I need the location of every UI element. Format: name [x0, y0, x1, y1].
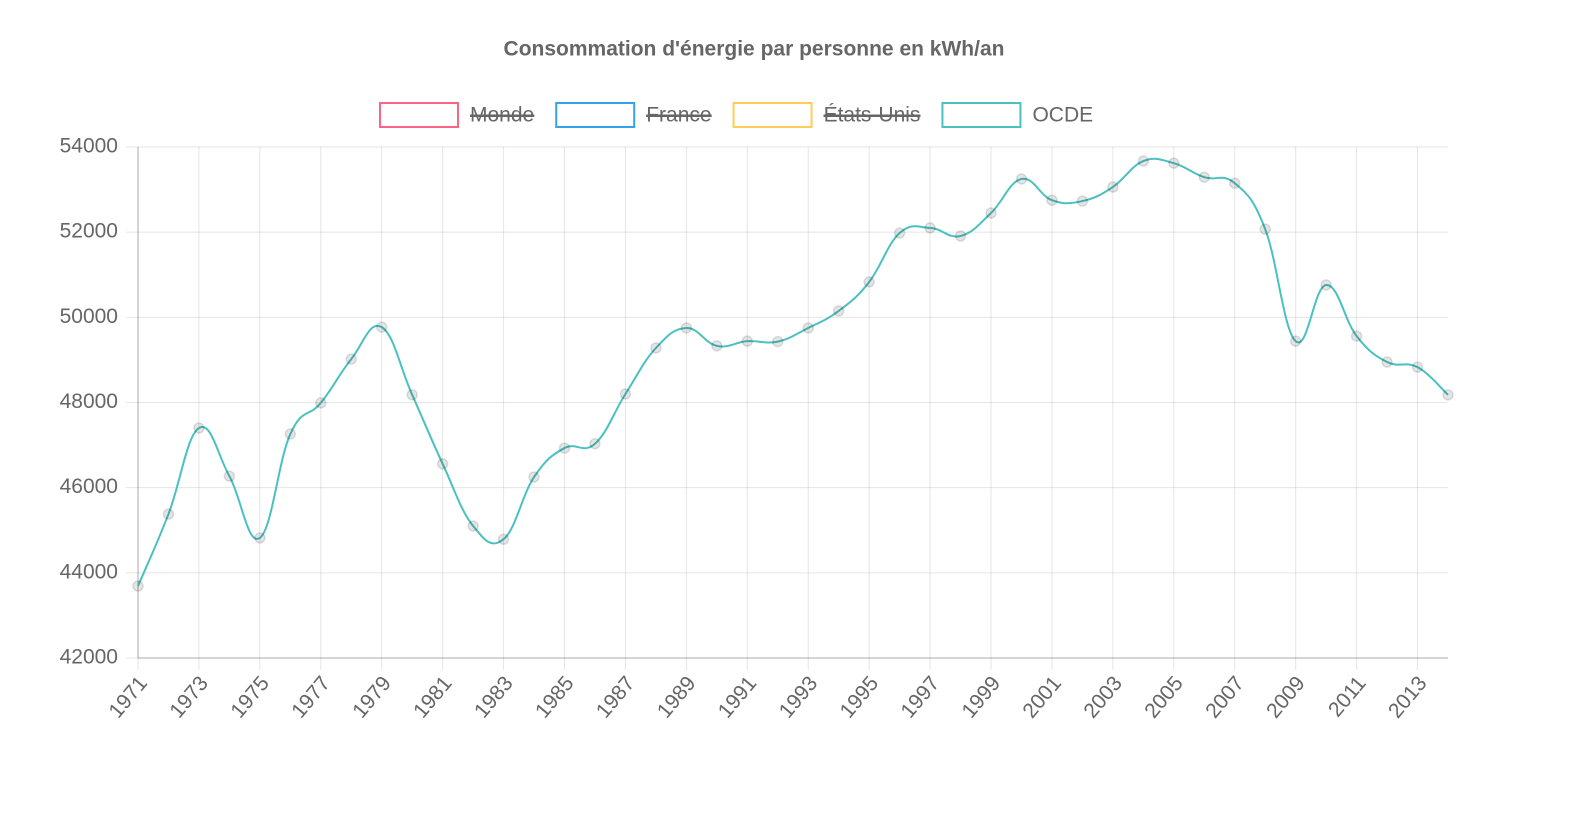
- point: [315, 397, 327, 409]
- point: [650, 342, 662, 354]
- x-tick-label: 1971: [104, 672, 152, 723]
- point: [375, 321, 388, 333]
- point: [193, 422, 205, 434]
- point: [1259, 223, 1271, 235]
- x-tick-label: 1997: [897, 672, 945, 723]
- point: [1350, 330, 1363, 342]
- x-tick-label: 2007: [1201, 672, 1249, 723]
- x-tick-label: 1999: [957, 672, 1005, 723]
- y-tick-label: 52000: [60, 220, 118, 243]
- legend-label: OCDE: [1032, 104, 1093, 127]
- point: [254, 532, 266, 544]
- point: [1411, 361, 1424, 373]
- y-tick-label: 42000: [60, 646, 118, 669]
- x-tick-label: 2005: [1140, 672, 1188, 723]
- x-tick-label: 1977: [287, 672, 335, 723]
- legend-swatch: [379, 102, 459, 128]
- point: [1137, 155, 1150, 167]
- point: [1198, 171, 1211, 183]
- point: [954, 230, 967, 242]
- point: [1107, 181, 1119, 193]
- chart-title: Consommation d'énergie par personne en k…: [504, 38, 1005, 61]
- point: [802, 322, 814, 334]
- point: [1168, 157, 1180, 169]
- point: [772, 335, 784, 348]
- point: [711, 340, 723, 352]
- point: [436, 458, 449, 470]
- point: [406, 389, 418, 401]
- point: [619, 388, 632, 400]
- x-tick-label: 1975: [226, 672, 274, 723]
- point: [345, 353, 358, 365]
- x-tick-label: 1995: [836, 672, 884, 723]
- point: [985, 207, 997, 219]
- point: [467, 520, 479, 532]
- legend-swatch: [941, 102, 1022, 128]
- x-tick-label: 1981: [409, 672, 457, 723]
- x-tick-label: 1989: [653, 672, 701, 723]
- x-tick-label: 1993: [775, 672, 823, 723]
- line: [137, 157, 1449, 587]
- y-tick-label: 44000: [60, 560, 118, 583]
- x-tick-label: 2011: [1324, 672, 1371, 721]
- point: [741, 335, 754, 347]
- point: [1320, 279, 1332, 291]
- point: [1015, 173, 1028, 185]
- x-tick-label: 1983: [470, 672, 518, 723]
- x-tick-label: 1991: [714, 672, 762, 723]
- point: [1228, 177, 1241, 189]
- point: [497, 533, 510, 545]
- point: [528, 471, 540, 483]
- point: [1381, 356, 1393, 368]
- y-tick-label: 48000: [60, 390, 118, 413]
- point: [832, 305, 845, 317]
- x-tick-label: 2003: [1079, 672, 1127, 723]
- x-tick-label: 2013: [1384, 672, 1432, 723]
- x-tick-label: 1987: [592, 672, 640, 723]
- point: [893, 227, 906, 239]
- point: [1076, 195, 1089, 207]
- point: [680, 322, 693, 334]
- y-tick-label: 46000: [60, 475, 118, 498]
- point: [1289, 335, 1302, 347]
- point: [223, 470, 236, 482]
- point: [1046, 194, 1058, 206]
- point: [284, 428, 297, 440]
- point: [558, 442, 571, 454]
- x-tick-label: 1985: [531, 672, 579, 723]
- point: [132, 580, 144, 592]
- point: [924, 222, 936, 234]
- legend-swatch: [732, 102, 813, 128]
- y-tick-label: 54000: [60, 135, 118, 158]
- x-tick-label: 1979: [348, 672, 396, 723]
- x-tick-label: 1973: [165, 672, 213, 723]
- legend-swatch: [555, 102, 636, 128]
- point: [863, 276, 875, 288]
- y-tick-label: 50000: [60, 305, 118, 328]
- point: [589, 438, 601, 450]
- x-tick-label: 2009: [1262, 672, 1310, 723]
- x-tick-label: 2001: [1018, 672, 1066, 723]
- point: [162, 508, 175, 520]
- point: [1442, 389, 1454, 401]
